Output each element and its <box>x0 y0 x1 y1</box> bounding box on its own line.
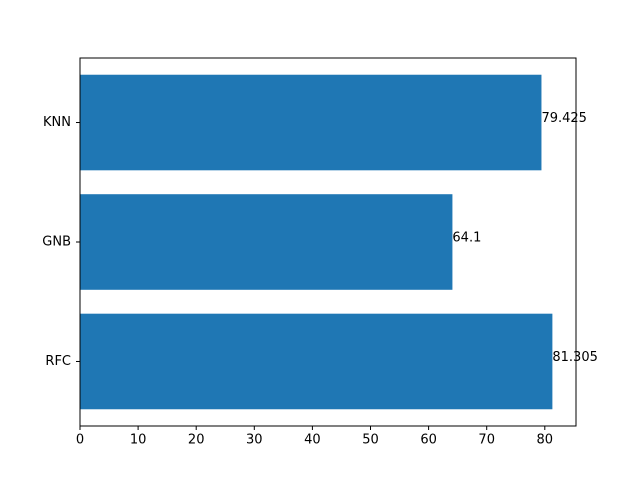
x-tick-label: 70 <box>478 433 495 448</box>
x-tick-label: 0 <box>76 433 84 448</box>
x-tick-label: 20 <box>188 433 205 448</box>
x-tick-label: 60 <box>420 433 437 448</box>
data-label: 64.1 <box>452 231 481 246</box>
y-tick-label: GNB <box>42 235 71 250</box>
bar <box>80 194 453 290</box>
y-tick-label: RFC <box>45 354 71 369</box>
bar <box>80 74 542 171</box>
bar <box>80 313 553 410</box>
x-tick-label: 80 <box>537 433 554 448</box>
x-tick-label: 50 <box>362 433 379 448</box>
x-tick-label: 10 <box>130 433 147 448</box>
y-tick-label: KNN <box>43 115 71 130</box>
data-label: 81.305 <box>552 350 598 365</box>
data-label: 79.425 <box>541 111 587 126</box>
plot-frame <box>79 57 577 427</box>
x-tick-label: 30 <box>246 433 263 448</box>
x-tick-label: 40 <box>304 433 321 448</box>
